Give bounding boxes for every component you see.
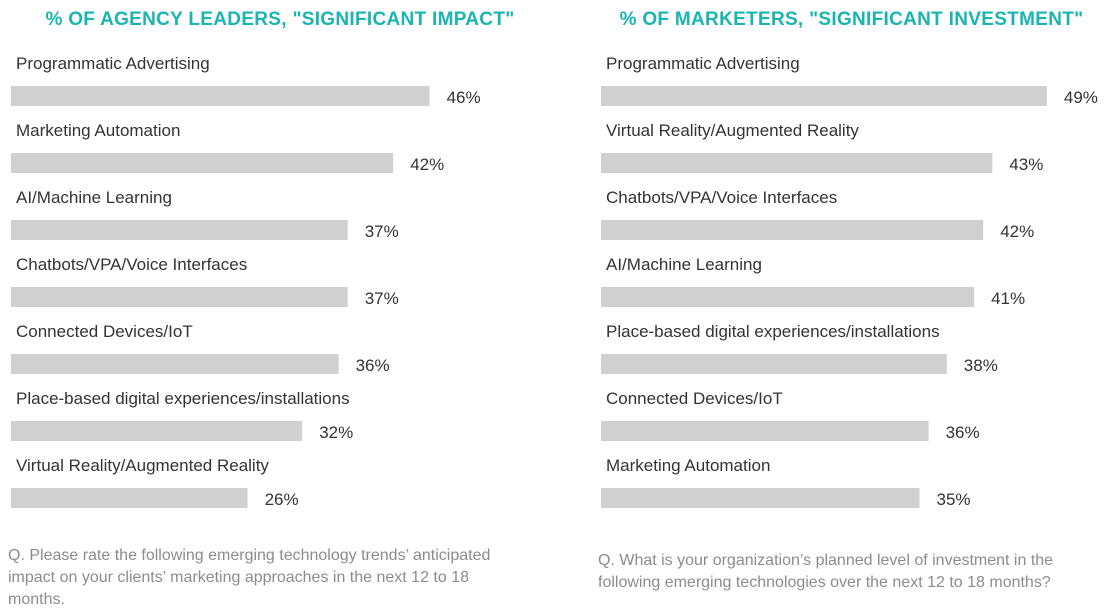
right-category-label: AI/Machine Learning <box>606 255 762 274</box>
left-value-label: 46% <box>447 88 481 107</box>
right-bar <box>601 354 947 374</box>
left-bar <box>11 220 348 240</box>
right-value-label: 41% <box>991 289 1025 308</box>
left-value-label: 26% <box>265 490 299 509</box>
left-category-label: Connected Devices/IoT <box>16 322 193 341</box>
left-bar <box>11 421 303 441</box>
right-value-label: 38% <box>964 356 998 375</box>
left-value-label: 37% <box>365 289 399 308</box>
left-value-label: 42% <box>410 155 444 174</box>
right-bar <box>601 488 920 508</box>
left-bar <box>11 488 248 508</box>
right-value-label: 42% <box>1000 222 1034 241</box>
right-category-label: Marketing Automation <box>606 456 770 475</box>
left-bar <box>11 354 339 374</box>
right-value-label: 35% <box>937 490 971 509</box>
right-value-label: 36% <box>946 423 980 442</box>
left-bar <box>11 86 430 106</box>
right-category-label: Chatbots/VPA/Voice Interfaces <box>606 188 837 207</box>
left-category-label: AI/Machine Learning <box>16 188 172 207</box>
left-bar-chart: Programmatic Advertising 46% Marketing Aut… <box>11 54 481 509</box>
left-category-label: Virtual Reality/Augmented Reality <box>16 456 269 475</box>
left-chart-title: % OF AGENCY LEADERS, "SIGNIFICANT IMPACT… <box>45 9 515 30</box>
left-chart-panel: % OF AGENCY LEADERS, "SIGNIFICANT IMPACT… <box>8 9 515 608</box>
left-bar <box>11 153 394 173</box>
right-bar <box>601 86 1047 106</box>
left-bar <box>11 287 348 307</box>
left-value-label: 37% <box>365 222 399 241</box>
left-value-label: 32% <box>319 423 353 442</box>
right-chart-panel: % OF MARKETERS, "SIGNIFICANT INVESTMENT"… <box>590 0 1113 616</box>
left-category-label: Chatbots/VPA/Voice Interfaces <box>16 255 247 274</box>
right-value-label: 43% <box>1009 155 1043 174</box>
left-category-label: Marketing Automation <box>16 121 180 140</box>
right-bar <box>601 421 929 441</box>
right-chart-title: % OF MARKETERS, "SIGNIFICANT INVESTMENT" <box>619 9 1084 30</box>
left-category-label: Place-based digital experiences/installa… <box>16 389 350 408</box>
left-category-label: Programmatic Advertising <box>16 54 210 73</box>
right-bar <box>601 220 984 240</box>
right-category-label: Virtual Reality/Augmented Reality <box>606 121 859 140</box>
left-survey-question: Q. Please rate the following emerging te… <box>8 547 491 608</box>
right-category-label: Connected Devices/IoT <box>606 389 783 408</box>
right-bar-chart: Programmatic Advertising 49% Virtual Reali… <box>601 54 1098 509</box>
left-value-label: 36% <box>356 356 390 375</box>
right-category-label: Place-based digital experiences/installa… <box>606 322 940 341</box>
right-bar <box>601 153 993 173</box>
right-bar <box>601 287 975 307</box>
right-survey-question: Q. What is your organization’s planned l… <box>598 552 1054 591</box>
right-category-label: Programmatic Advertising <box>606 54 800 73</box>
right-value-label: 49% <box>1064 88 1098 107</box>
